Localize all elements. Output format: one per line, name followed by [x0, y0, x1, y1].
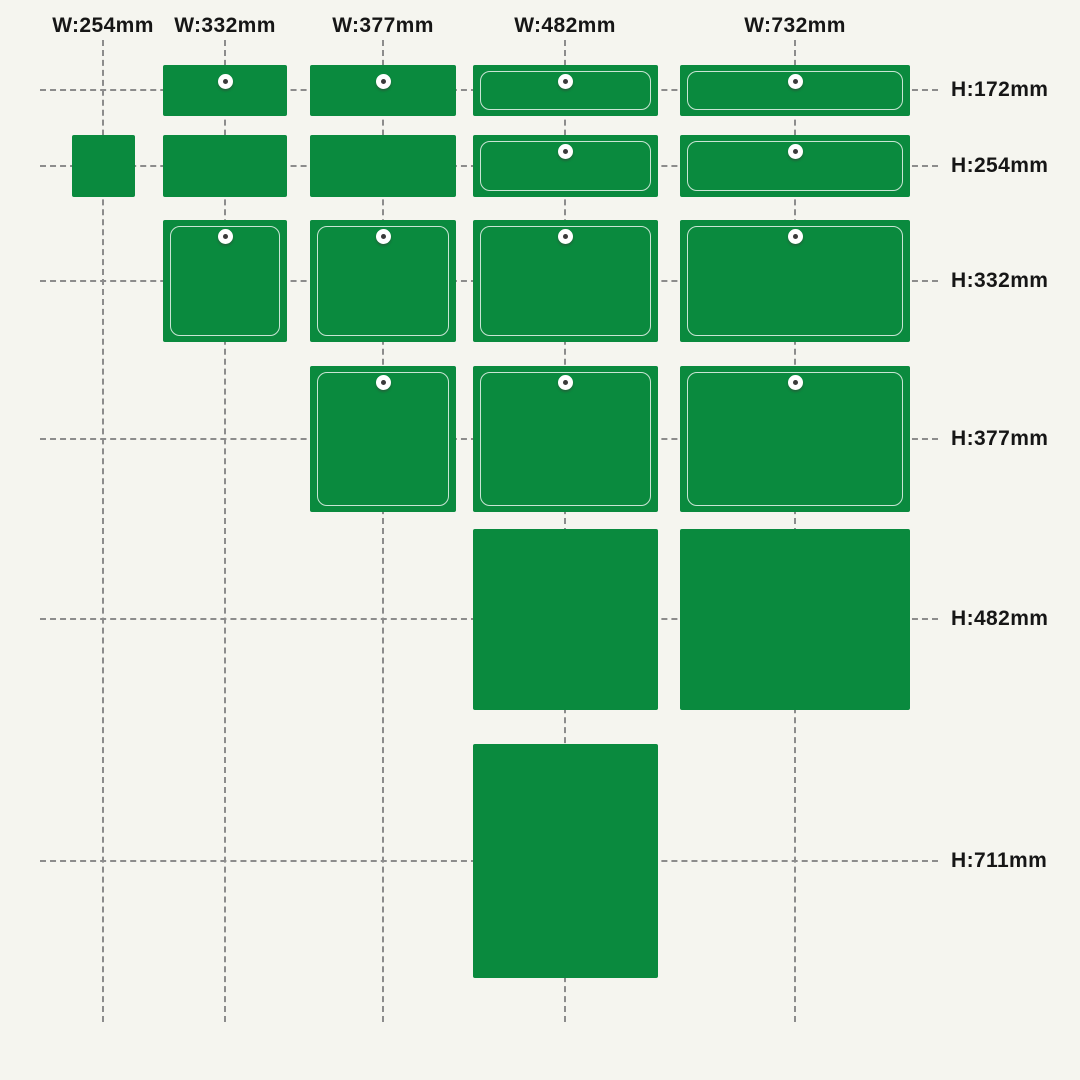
panel-inner-border: [170, 226, 280, 336]
panel-inner-border: [687, 372, 903, 506]
grommet-hole: [562, 234, 568, 239]
panel-w332-h332: [163, 220, 287, 342]
grommet-icon: [557, 144, 573, 159]
grommet-icon: [787, 73, 803, 89]
row-label-h332: H:332mm: [951, 269, 1049, 292]
panel-w732-h172: [680, 64, 910, 116]
grommet-icon: [375, 73, 391, 89]
panel-w482-h711: [472, 744, 658, 978]
grommet-icon: [375, 375, 391, 390]
grommet-hole: [562, 78, 568, 84]
panel-w377-h254: [310, 135, 456, 197]
panel-inner-border: [479, 141, 651, 191]
panel-w482-h172: [472, 64, 658, 116]
panel-w732-h377: [680, 366, 910, 512]
panel-inner-border: [479, 372, 651, 506]
grommet-hole: [222, 234, 228, 239]
panel-inner-border: [479, 70, 651, 110]
column-label-w254: W:254mm: [52, 14, 154, 37]
row-label-h254: H:254mm: [951, 154, 1049, 177]
grommet-hole: [792, 149, 798, 154]
panel-w377-h332: [310, 220, 456, 342]
panel-w482-h254: [472, 135, 658, 197]
grommet-icon: [375, 229, 391, 244]
panel-w332-h254: [163, 135, 287, 197]
panel-w732-h254: [680, 135, 910, 197]
grommet-hole: [792, 78, 798, 84]
grommet-icon: [217, 73, 233, 89]
grommet-icon: [217, 229, 233, 244]
row-label-h482: H:482mm: [951, 607, 1049, 630]
panel-w732-h332: [680, 220, 910, 342]
row-label-h172: H:172mm: [951, 78, 1049, 101]
grid-line-col-w254: [102, 40, 104, 1022]
row-label-h377: H:377mm: [951, 427, 1049, 450]
column-label-w482: W:482mm: [514, 14, 616, 37]
row-label-h711: H:711mm: [951, 849, 1048, 872]
panel-w732-h482: [680, 528, 910, 710]
column-label-w332: W:332mm: [174, 14, 276, 37]
panel-inner-border: [687, 226, 903, 336]
grommet-hole: [380, 380, 386, 385]
grid-line-col-w377: [382, 40, 384, 1022]
panel-inner-border: [687, 141, 903, 191]
grommet-hole: [792, 380, 798, 385]
panel-w254-h254: [71, 135, 135, 197]
grommet-hole: [562, 380, 568, 385]
grommet-hole: [222, 78, 228, 84]
grid-line-col-w332: [224, 40, 226, 1022]
grommet-icon: [787, 229, 803, 244]
grommet-hole: [562, 149, 568, 154]
panel-w377-h377: [310, 366, 456, 512]
grommet-hole: [792, 234, 798, 239]
panel-w482-h482: [472, 528, 658, 710]
grommet-icon: [787, 375, 803, 390]
panel-w482-h332: [472, 220, 658, 342]
panel-inner-border: [317, 226, 449, 336]
grommet-icon: [787, 144, 803, 159]
panel-w332-h172: [163, 64, 287, 116]
panel-w377-h172: [310, 64, 456, 116]
grommet-hole: [380, 234, 386, 239]
panel-w482-h377: [472, 366, 658, 512]
panel-inner-border: [687, 70, 903, 110]
panel-inner-border: [479, 226, 651, 336]
grommet-icon: [557, 229, 573, 244]
grommet-hole: [380, 78, 386, 84]
column-label-w377: W:377mm: [332, 14, 434, 37]
column-label-w732: W:732mm: [744, 14, 846, 37]
grommet-icon: [557, 73, 573, 89]
grommet-icon: [557, 375, 573, 390]
panel-inner-border: [317, 372, 449, 506]
